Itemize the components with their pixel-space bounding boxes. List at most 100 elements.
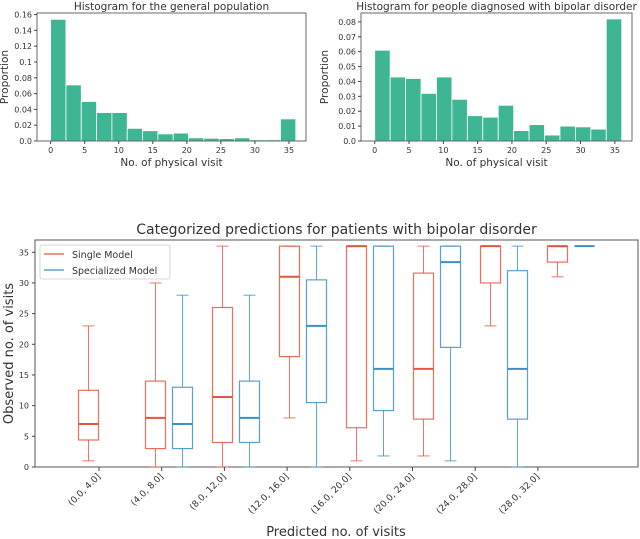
histogram-bar [142,130,159,142]
histogram-bar [482,116,499,142]
box [144,380,167,450]
box-single [278,245,301,419]
x-tick-label: (8.0, 12.0] [188,472,228,512]
histogram-bar [528,124,545,142]
histogram-bar [157,133,174,142]
histogram-bar [451,98,468,142]
x-tick-label: 25 [216,146,226,155]
histogram-bar [172,132,189,142]
x-tick-label: 25 [541,146,551,155]
x-tick-label: (16.0, 20.0] [309,472,353,516]
x-tick-label: 15 [473,146,483,155]
axes-frame [360,12,633,142]
y-tick-label: 0.16 [14,11,32,20]
legend-label: Single Model [72,250,133,261]
axes-frame [34,239,639,468]
x-tick-label: 10 [438,146,448,155]
histogram-bar [405,78,422,142]
y-tick-label: 0.06 [14,90,32,99]
y-tick-label: 25 [19,310,29,319]
y-tick-label: 0.1 [19,58,32,67]
x-axis-label: No. of physical visit [120,157,222,169]
box [77,389,100,441]
x-tick-label: 10 [114,146,124,155]
box [506,270,529,420]
y-tick-label: 30 [19,279,29,288]
x-tick-label: 0 [372,146,377,155]
x-tick-label: 5 [82,146,87,155]
x-tick-label: 5 [406,146,411,155]
x-tick-label: 20 [507,146,517,155]
legend-label: Specialized Model [72,266,157,277]
box-specialized [439,245,462,462]
y-tick-label: 0.14 [14,26,32,35]
y-tick-label: 10 [19,402,29,411]
x-tick-label: 35 [610,146,620,155]
x-tick-label: (20.0, 24.0] [372,472,416,516]
y-tick-label: 0.01 [338,122,356,131]
histogram-bar [590,128,607,142]
box-specialized [171,294,194,468]
x-tick-label: 0 [48,146,53,155]
box-single [546,245,569,278]
histogram-bar [188,137,205,142]
y-tick-label: 0.0 [19,137,32,146]
histogram-bar [96,112,113,142]
histogram-bar [605,18,623,142]
x-axis-label: Predicted no. of visits [266,525,406,539]
box-specialized [238,294,261,468]
box [238,380,261,444]
histogram-bar [420,92,437,142]
legend: Single Model Specialized Model [39,244,171,280]
y-tick-label: 5 [24,432,29,441]
x-tick-label: 15 [148,146,158,155]
y-tick-label: 0.04 [14,105,32,114]
histogram-bar [80,101,97,142]
box [305,279,328,404]
y-tick-label: 0.08 [14,74,32,83]
histogram-bar [374,49,391,142]
axes-frame [36,12,307,142]
y-tick-label: 0.06 [338,48,356,57]
y-axis-label: Proportion [0,50,11,104]
y-tick-label: 20 [19,340,29,349]
chart-title: Categorized predictions for patients wit… [136,222,537,238]
y-tick-label: 35 [19,248,29,257]
histogram-bar [559,125,576,142]
y-axis-label: Observed no. of visits [2,283,17,424]
y-tick-label: 0.05 [338,63,356,72]
histogram-bar [126,127,143,142]
y-tick-label: 0.03 [338,92,356,101]
x-tick-label: 20 [182,146,192,155]
x-tick-label: (28.0, 32.0] [498,472,542,516]
x-tick-label: 30 [575,146,585,155]
x-tick-label: (4.0, 8.0] [129,472,165,508]
histogram-bar [574,126,592,142]
box [412,272,435,420]
chart-title: Histogram for people diagnosed with bipo… [356,1,637,13]
box-specialized [305,245,328,468]
box-single [211,245,234,468]
box-single [77,325,100,462]
y-tick-label: 0.0 [343,137,356,146]
box-single [345,245,368,462]
box-single [412,245,435,457]
histogram-bar [280,118,297,142]
histogram-bar [466,115,484,142]
histogram-bar [436,76,453,142]
box [345,245,368,429]
y-tick-label: 0 [24,463,29,472]
legend-frame [39,244,171,280]
y-tick-label: 0.08 [338,18,356,27]
box-single [479,245,502,327]
chart-title: Histogram for the general population [74,1,269,13]
y-tick-label: 15 [19,371,29,380]
box-single [144,282,167,468]
y-tick-label: 0.02 [338,107,356,116]
box [278,245,301,358]
histogram-bar [203,137,220,142]
x-tick-label: 30 [250,146,260,155]
box [546,245,569,263]
y-tick-label: 0.07 [338,33,356,42]
box-specialized [506,245,529,468]
